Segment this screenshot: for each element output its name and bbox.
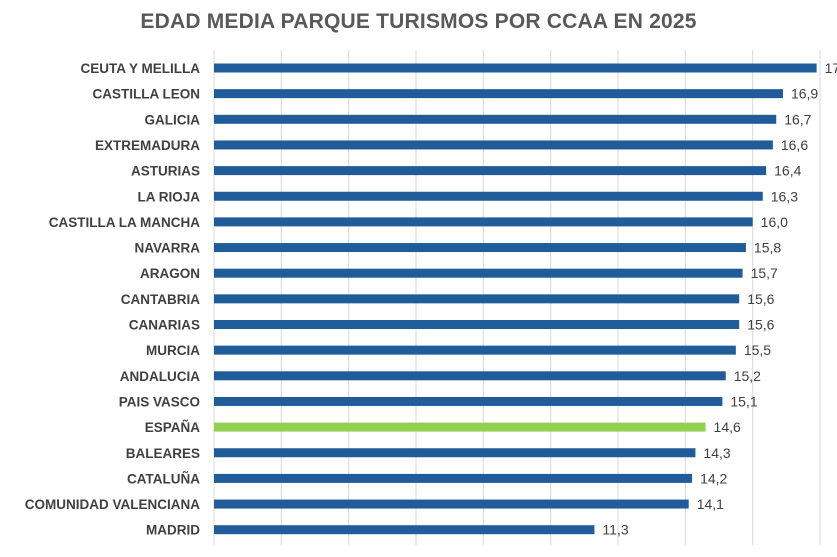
bar	[214, 448, 696, 458]
data-label: 16,0	[761, 214, 788, 230]
data-label: 15,2	[734, 368, 761, 384]
data-label: 16,7	[784, 111, 811, 127]
category-label: CASTILLA LA MANCHA	[49, 215, 200, 230]
bar	[214, 63, 817, 73]
category-label: EXTREMADURA	[95, 138, 200, 153]
bar	[214, 499, 689, 509]
bar	[214, 89, 783, 99]
category-label: ASTURIAS	[131, 164, 200, 179]
bar	[214, 422, 706, 432]
bars	[214, 63, 817, 535]
category-label: GALICIA	[145, 112, 201, 127]
data-label: 14,2	[700, 470, 727, 486]
category-label: BALEARES	[126, 446, 200, 461]
category-label: ESPAÑA	[145, 420, 201, 435]
data-label: 16,3	[771, 188, 798, 204]
data-label: 14,1	[697, 496, 724, 512]
bar	[214, 114, 777, 124]
bar	[214, 525, 595, 535]
bar	[214, 371, 726, 381]
category-label: LA RIOJA	[137, 189, 200, 204]
category-label: PAIS VASCO	[119, 394, 200, 409]
data-label: 15,8	[754, 240, 781, 256]
bar	[214, 217, 753, 227]
category-label: MURCIA	[146, 343, 200, 358]
bar	[214, 268, 743, 278]
data-label: 16,9	[791, 86, 818, 102]
bar	[214, 140, 773, 150]
category-label: CATALUÑA	[127, 471, 200, 486]
category-label: CEUTA Y MELILLA	[80, 61, 200, 76]
data-label: 11,3	[602, 522, 628, 538]
data-label: 15,1	[730, 393, 757, 409]
bar	[214, 345, 736, 355]
category-label: NAVARRA	[135, 241, 201, 256]
data-label: 16,6	[781, 137, 808, 153]
category-label: ARAGON	[140, 266, 200, 281]
data-label: 15,6	[747, 291, 774, 307]
category-labels: CEUTA Y MELILLA CASTILLA LEON GALICIA EXTRE…	[25, 61, 201, 538]
data-label: 14,3	[703, 445, 730, 461]
bar	[214, 320, 740, 329]
bar	[214, 166, 767, 176]
data-label: 15,7	[751, 265, 778, 281]
category-label: MADRID	[146, 523, 200, 538]
category-label: CANARIAS	[129, 318, 200, 333]
category-label: CANTABRIA	[121, 292, 200, 307]
bar	[214, 294, 740, 304]
bar	[214, 243, 746, 253]
data-label: 15,6	[747, 317, 774, 333]
bar	[214, 473, 693, 483]
category-label: CASTILLA LEON	[93, 87, 201, 102]
value-labels: 17,9 16,9 16,7 16,6 16,4 16,3 16,0 15,8 15,7 15,6…	[602, 60, 837, 538]
chart-title: EDAD MEDIA PARQUE TURISMOS POR CCAA EN 2…	[140, 10, 697, 33]
data-label: 15,5	[744, 342, 771, 358]
data-label: 17,9	[825, 60, 837, 76]
bar	[214, 191, 763, 201]
category-label: COMUNIDAD VALENCIANA	[25, 497, 200, 512]
bar	[214, 396, 723, 406]
data-label: 16,4	[774, 163, 801, 179]
data-label: 14,6	[714, 419, 741, 435]
category-label: ANDALUCIA	[120, 369, 200, 384]
